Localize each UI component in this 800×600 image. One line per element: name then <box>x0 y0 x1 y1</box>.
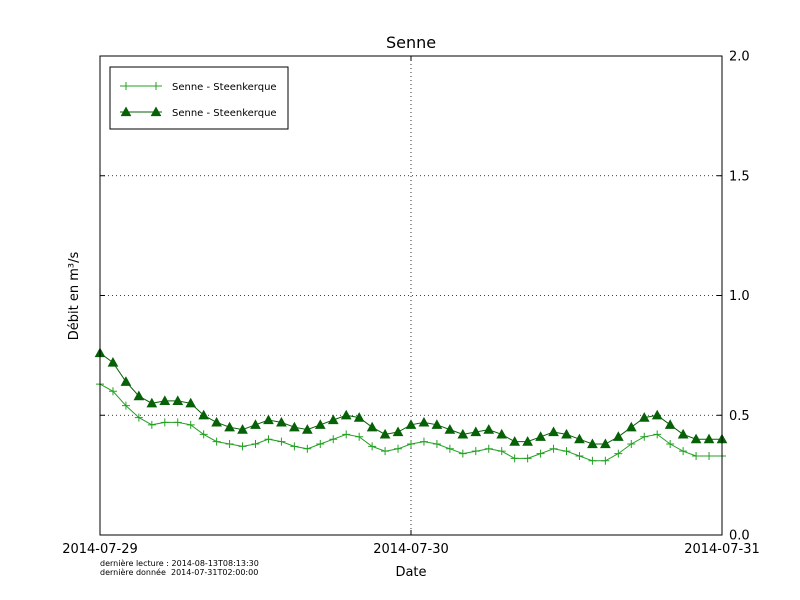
y-axis-label: Débit en m³/s <box>67 252 82 341</box>
chart-title: Senne <box>386 33 436 52</box>
legend-sample-plus-marker <box>122 82 160 90</box>
legend-samples <box>120 82 162 117</box>
y-tick-label: 1.0 <box>729 289 750 304</box>
y-tick-label: 2.0 <box>729 50 750 65</box>
y-tick-label: 0.5 <box>729 409 750 424</box>
x-tick-label: 2014-07-29 <box>62 542 138 557</box>
x-tick-label: 2014-07-30 <box>373 542 449 557</box>
legend: Senne - Steenkerque Senne - Steenkerque <box>109 66 289 130</box>
x-tick-label: 2014-07-31 <box>684 542 760 557</box>
legend-label-triangle-series: Senne - Steenkerque <box>172 108 277 119</box>
legend-box <box>109 66 289 130</box>
footer-last-reading: dernière lecture : 2014-08-13T08:13:30 <box>100 558 259 568</box>
legend-label-plus-series: Senne - Steenkerque <box>172 82 277 93</box>
footer-last-data: dernière donnée 2014-07-31T02:00:00 <box>100 567 258 577</box>
y-tick-label: 1.5 <box>729 169 750 184</box>
x-axis-label: Date <box>395 565 426 580</box>
series-layer <box>94 347 728 465</box>
legend-sample-triangle-marker <box>120 106 162 117</box>
y-tick-label: 0.0 <box>729 529 750 544</box>
ticks-layer: 0.0 0.5 1.0 1.5 2.0 2014-07-29 2014-07-30 2014-… <box>62 50 760 558</box>
